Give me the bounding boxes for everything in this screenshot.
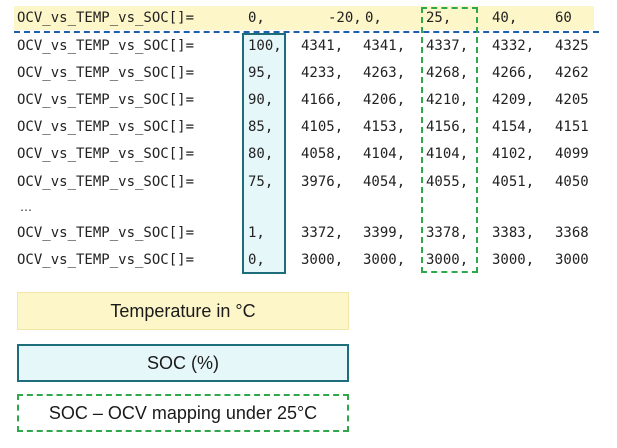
header-value: 0, (248, 10, 265, 26)
ocv-value: 4153, (363, 119, 406, 135)
ocv-value: 3000 (555, 252, 589, 268)
legend-temperature-label: Temperature in °C (110, 300, 256, 321)
header-value: 25, (426, 10, 452, 26)
ocv-value: 4209, (492, 92, 535, 108)
soc-value: 75, (248, 174, 274, 190)
row-label: OCV_vs_TEMP_vs_SOC[]= (17, 92, 195, 108)
ocv-value: 3378, (426, 225, 469, 241)
ellipsis: … (20, 200, 32, 214)
row-label: OCV_vs_TEMP_vs_SOC[]= (17, 225, 195, 241)
ocv-value: 4233, (301, 65, 344, 81)
ocv-value: 4104, (363, 146, 406, 162)
header-value: 0, (365, 10, 382, 26)
row-label: OCV_vs_TEMP_vs_SOC[]= (17, 10, 195, 26)
ocv-value: 4263, (363, 65, 406, 81)
ocv-value: 3372, (301, 225, 344, 241)
soc-value: 100, (248, 38, 282, 54)
temp-25c-column-highlight (421, 7, 478, 273)
ocv-value: 4050 (555, 174, 589, 190)
row-label: OCV_vs_TEMP_vs_SOC[]= (17, 65, 195, 81)
ocv-value: 4099 (555, 146, 589, 162)
ocv-value: 3383, (492, 225, 535, 241)
row-label: OCV_vs_TEMP_vs_SOC[]= (17, 174, 195, 190)
soc-value: 90, (248, 92, 274, 108)
ocv-value: 3000, (301, 252, 344, 268)
soc-value: 95, (248, 65, 274, 81)
legend-temperature: Temperature in °C (17, 292, 349, 330)
soc-value: 0, (248, 252, 265, 268)
row-label: OCV_vs_TEMP_vs_SOC[]= (17, 38, 195, 54)
ocv-value: 3000, (363, 252, 406, 268)
ocv-value: 4262 (555, 65, 589, 81)
temperature-header-row: OCV_vs_TEMP_vs_SOC[]= 0, -20, 0, 25, 40,… (17, 7, 572, 29)
ocv-value: 4206, (363, 92, 406, 108)
legend-mapping: SOC – OCV mapping under 25°C (17, 394, 349, 432)
legend-soc: SOC (%) (17, 344, 349, 382)
temperature-row-highlight (14, 6, 594, 30)
header-value: 40, (492, 10, 518, 26)
ocv-value: 3399, (363, 225, 406, 241)
legend-mapping-label: SOC – OCV mapping under 25°C (48, 402, 318, 423)
ocv-value: 4104, (426, 146, 469, 162)
soc-column-highlight (242, 33, 286, 274)
ocv-value: 4332, (492, 38, 535, 54)
ocv-value: 4154, (492, 119, 535, 135)
ocv-value: 4051, (492, 174, 535, 190)
ocv-value: 4102, (492, 146, 535, 162)
row-label: OCV_vs_TEMP_vs_SOC[]= (17, 119, 195, 135)
row-label: OCV_vs_TEMP_vs_SOC[]= (17, 252, 195, 268)
ocv-value: 4337, (426, 38, 469, 54)
ocv-value: 4105, (301, 119, 344, 135)
ocv-value: 4166, (301, 92, 344, 108)
ocv-value: 4268, (426, 65, 469, 81)
temperature-row-divider (14, 31, 599, 33)
soc-value: 80, (248, 146, 274, 162)
ocv-value: 4156, (426, 119, 469, 135)
header-value: -20, (328, 10, 362, 26)
row-label: OCV_vs_TEMP_vs_SOC[]= (17, 146, 195, 162)
soc-value: 1, (248, 225, 265, 241)
ocv-value: 4151 (555, 119, 589, 135)
ocv-value: 4054, (363, 174, 406, 190)
ocv-value: 3000, (426, 252, 469, 268)
ocv-value: 4266, (492, 65, 535, 81)
ocv-value: 3368 (555, 225, 589, 241)
ocv-value: 4055, (426, 174, 469, 190)
soc-value: 85, (248, 119, 274, 135)
legend-soc-label: SOC (%) (147, 352, 219, 373)
ocv-value: 3976, (301, 174, 344, 190)
ocv-value: 3000, (492, 252, 535, 268)
ocv-value: 4210, (426, 92, 469, 108)
ocv-value: 4341, (363, 38, 406, 54)
header-value: 60 (555, 10, 572, 26)
ocv-value: 4341, (301, 38, 344, 54)
ocv-value: 4058, (301, 146, 344, 162)
ocv-value: 4205 (555, 92, 589, 108)
ocv-value: 4325 (555, 38, 589, 54)
